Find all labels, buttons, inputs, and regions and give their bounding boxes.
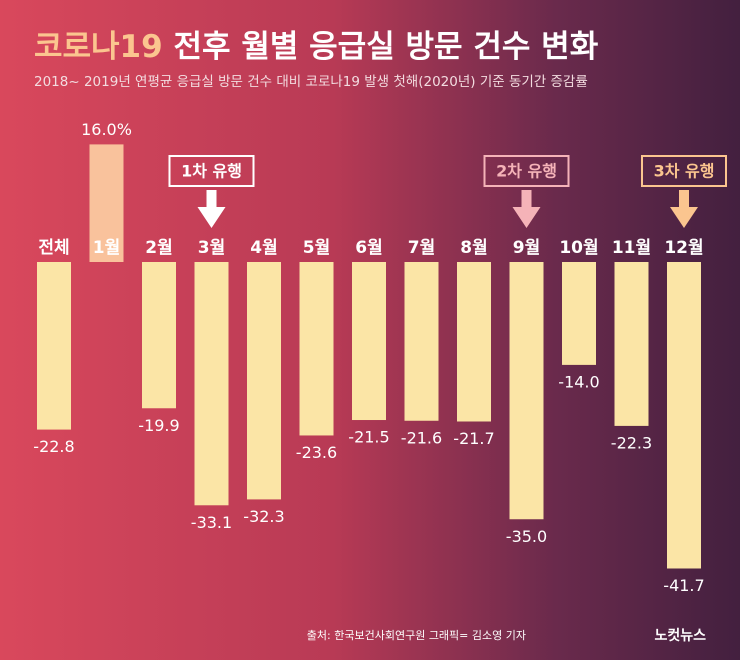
x-tick-label: 7월	[408, 238, 435, 258]
x-tick-label: 2월	[145, 238, 172, 258]
x-tick-label: 9월	[513, 238, 540, 258]
bar	[562, 262, 596, 365]
bar	[194, 262, 229, 506]
annotation-box	[168, 155, 255, 187]
value-label: 16.0%	[81, 120, 132, 139]
annotation-box	[641, 155, 727, 187]
bar	[404, 262, 439, 421]
arrow-shaft	[521, 190, 532, 208]
value-label: -21.6	[401, 428, 442, 447]
x-tick-label: 전체	[38, 238, 69, 258]
bar	[247, 262, 281, 500]
value-label: -21.7	[453, 429, 494, 448]
annotation: 1차 유행	[181, 162, 242, 181]
x-tick-label: 11월	[612, 238, 651, 258]
x-tick-label: 4월	[250, 238, 277, 258]
bar	[352, 262, 386, 421]
source: 출처: 한국보건사회연구원 그래픽= 김소영 기자	[307, 629, 526, 642]
value-label: -19.9	[138, 416, 179, 435]
bar	[614, 262, 649, 426]
annotation-box	[483, 155, 570, 187]
logo: 노컷뉴스	[654, 627, 706, 644]
bar	[142, 262, 176, 409]
arrow-head	[512, 207, 541, 228]
bar	[509, 262, 544, 520]
chart-subtitle: 2018~ 2019년 연평균 응급실 방문 건수 대비 코로나19 발생 첫해…	[34, 74, 588, 90]
x-tick-label: 10월	[559, 238, 598, 258]
value-label: -22.8	[33, 437, 74, 456]
x-tick-label: 3월	[198, 238, 225, 258]
value-label: -22.3	[611, 433, 652, 452]
arrow-shaft	[679, 190, 689, 208]
value-label: -23.6	[296, 443, 337, 462]
annotation: 3차 유행	[654, 162, 715, 181]
x-tick-label: 5월	[303, 238, 330, 258]
value-label: -41.7	[663, 576, 704, 595]
arrow-shaft	[206, 190, 217, 208]
arrow-head	[670, 207, 698, 228]
bar	[667, 262, 701, 569]
x-tick-label: 12월	[664, 238, 703, 258]
value-label: -21.5	[348, 428, 389, 447]
arrow-head	[197, 207, 226, 228]
value-label: -32.3	[243, 507, 284, 526]
bar	[299, 262, 334, 436]
bar	[457, 262, 491, 422]
x-tick-label: 1월	[93, 238, 120, 258]
chart-title: 코로나19 전후 월별 응급실 방문 건수 변화	[34, 29, 599, 65]
bar	[89, 144, 124, 262]
x-tick-label: 8월	[460, 238, 487, 258]
bar	[37, 262, 71, 430]
annotation: 2차 유행	[496, 162, 557, 181]
value-label: -35.0	[506, 527, 547, 546]
x-tick-label: 6월	[355, 238, 382, 258]
value-label: -14.0	[558, 372, 599, 391]
value-label: -33.1	[191, 513, 232, 532]
